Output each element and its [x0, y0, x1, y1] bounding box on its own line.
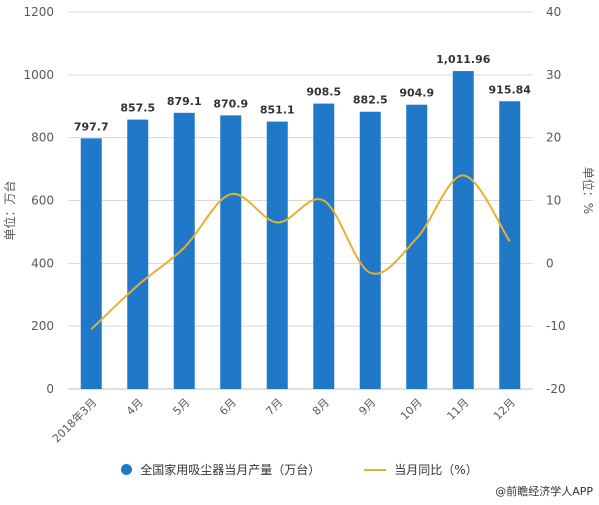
bar	[313, 103, 335, 389]
y-left-tick-label: 800	[31, 131, 54, 145]
source-credit: @前瞻经济学人APP	[495, 485, 593, 498]
x-tick-label: 5月	[170, 396, 192, 418]
legend-line-label: 当月同比（%）	[394, 463, 478, 477]
x-tick-label: 8月	[310, 396, 332, 418]
bar-data-label: 879.1	[167, 95, 202, 108]
y-right-tick-label: 0	[546, 256, 554, 270]
bar	[220, 115, 242, 390]
y-left-tick-label: 200	[31, 319, 54, 333]
legend-line-swatch	[364, 468, 387, 471]
y-right-tick-label: 10	[546, 194, 561, 208]
legend-bar-label: 全国家用吸尘器当月产量（万台）	[140, 463, 321, 477]
bar-data-label: 857.5	[120, 102, 155, 115]
bar-data-label: 904.9	[399, 87, 434, 100]
y-right-tick-label: 40	[546, 5, 561, 19]
y-right-axis-title: 单位：%	[581, 167, 596, 214]
x-tick-label: 10月	[398, 396, 425, 423]
y-left-tick-label: 1000	[23, 68, 54, 82]
bar	[173, 112, 195, 389]
legend-item-bars: 全国家用吸尘器当月产量（万台）	[121, 461, 320, 478]
bar	[406, 104, 428, 390]
y-right-tick-label: -20	[546, 382, 566, 396]
legend-bar-swatch	[121, 464, 133, 475]
bar	[452, 71, 474, 389]
y-left-tick-label: 400	[31, 256, 54, 270]
bar-data-label: 870.9	[213, 97, 248, 110]
bar	[127, 119, 149, 389]
bar	[266, 121, 288, 390]
bar-data-label: 882.5	[353, 94, 388, 107]
bar	[359, 111, 381, 389]
bar-data-label: 915.84	[489, 83, 532, 96]
bar-data-label: 851.1	[260, 104, 295, 117]
x-tick-label: 11月	[445, 396, 472, 423]
line-series	[90, 174, 511, 331]
y-right-tick-label: -10	[546, 319, 566, 333]
y-left-tick-label: 1200	[23, 5, 54, 19]
y-left-axis-title: 单位：万台	[2, 180, 17, 240]
y-left-tick-label: 0	[46, 382, 54, 396]
bar	[499, 101, 521, 390]
x-tick-label: 9月	[356, 396, 378, 418]
legend: 全国家用吸尘器当月产量（万台） 当月同比（%）	[0, 461, 599, 478]
y-right-tick-label: 20	[546, 131, 561, 145]
bar-data-label: 908.5	[306, 86, 341, 99]
x-tick-label: 12月	[491, 396, 518, 423]
x-tick-label: 4月	[124, 396, 146, 418]
x-tick-label: 7月	[263, 396, 285, 418]
x-tick-label: 6月	[217, 396, 239, 418]
legend-item-line: 当月同比（%）	[364, 461, 478, 478]
bar	[80, 138, 102, 389]
bar-data-label: 797.7	[74, 120, 109, 133]
y-right-tick-label: 30	[546, 68, 561, 82]
bar-data-label: 1,011.96	[436, 53, 491, 66]
y-left-tick-label: 600	[31, 194, 54, 208]
x-tick-label: 2018年3月	[49, 395, 99, 445]
